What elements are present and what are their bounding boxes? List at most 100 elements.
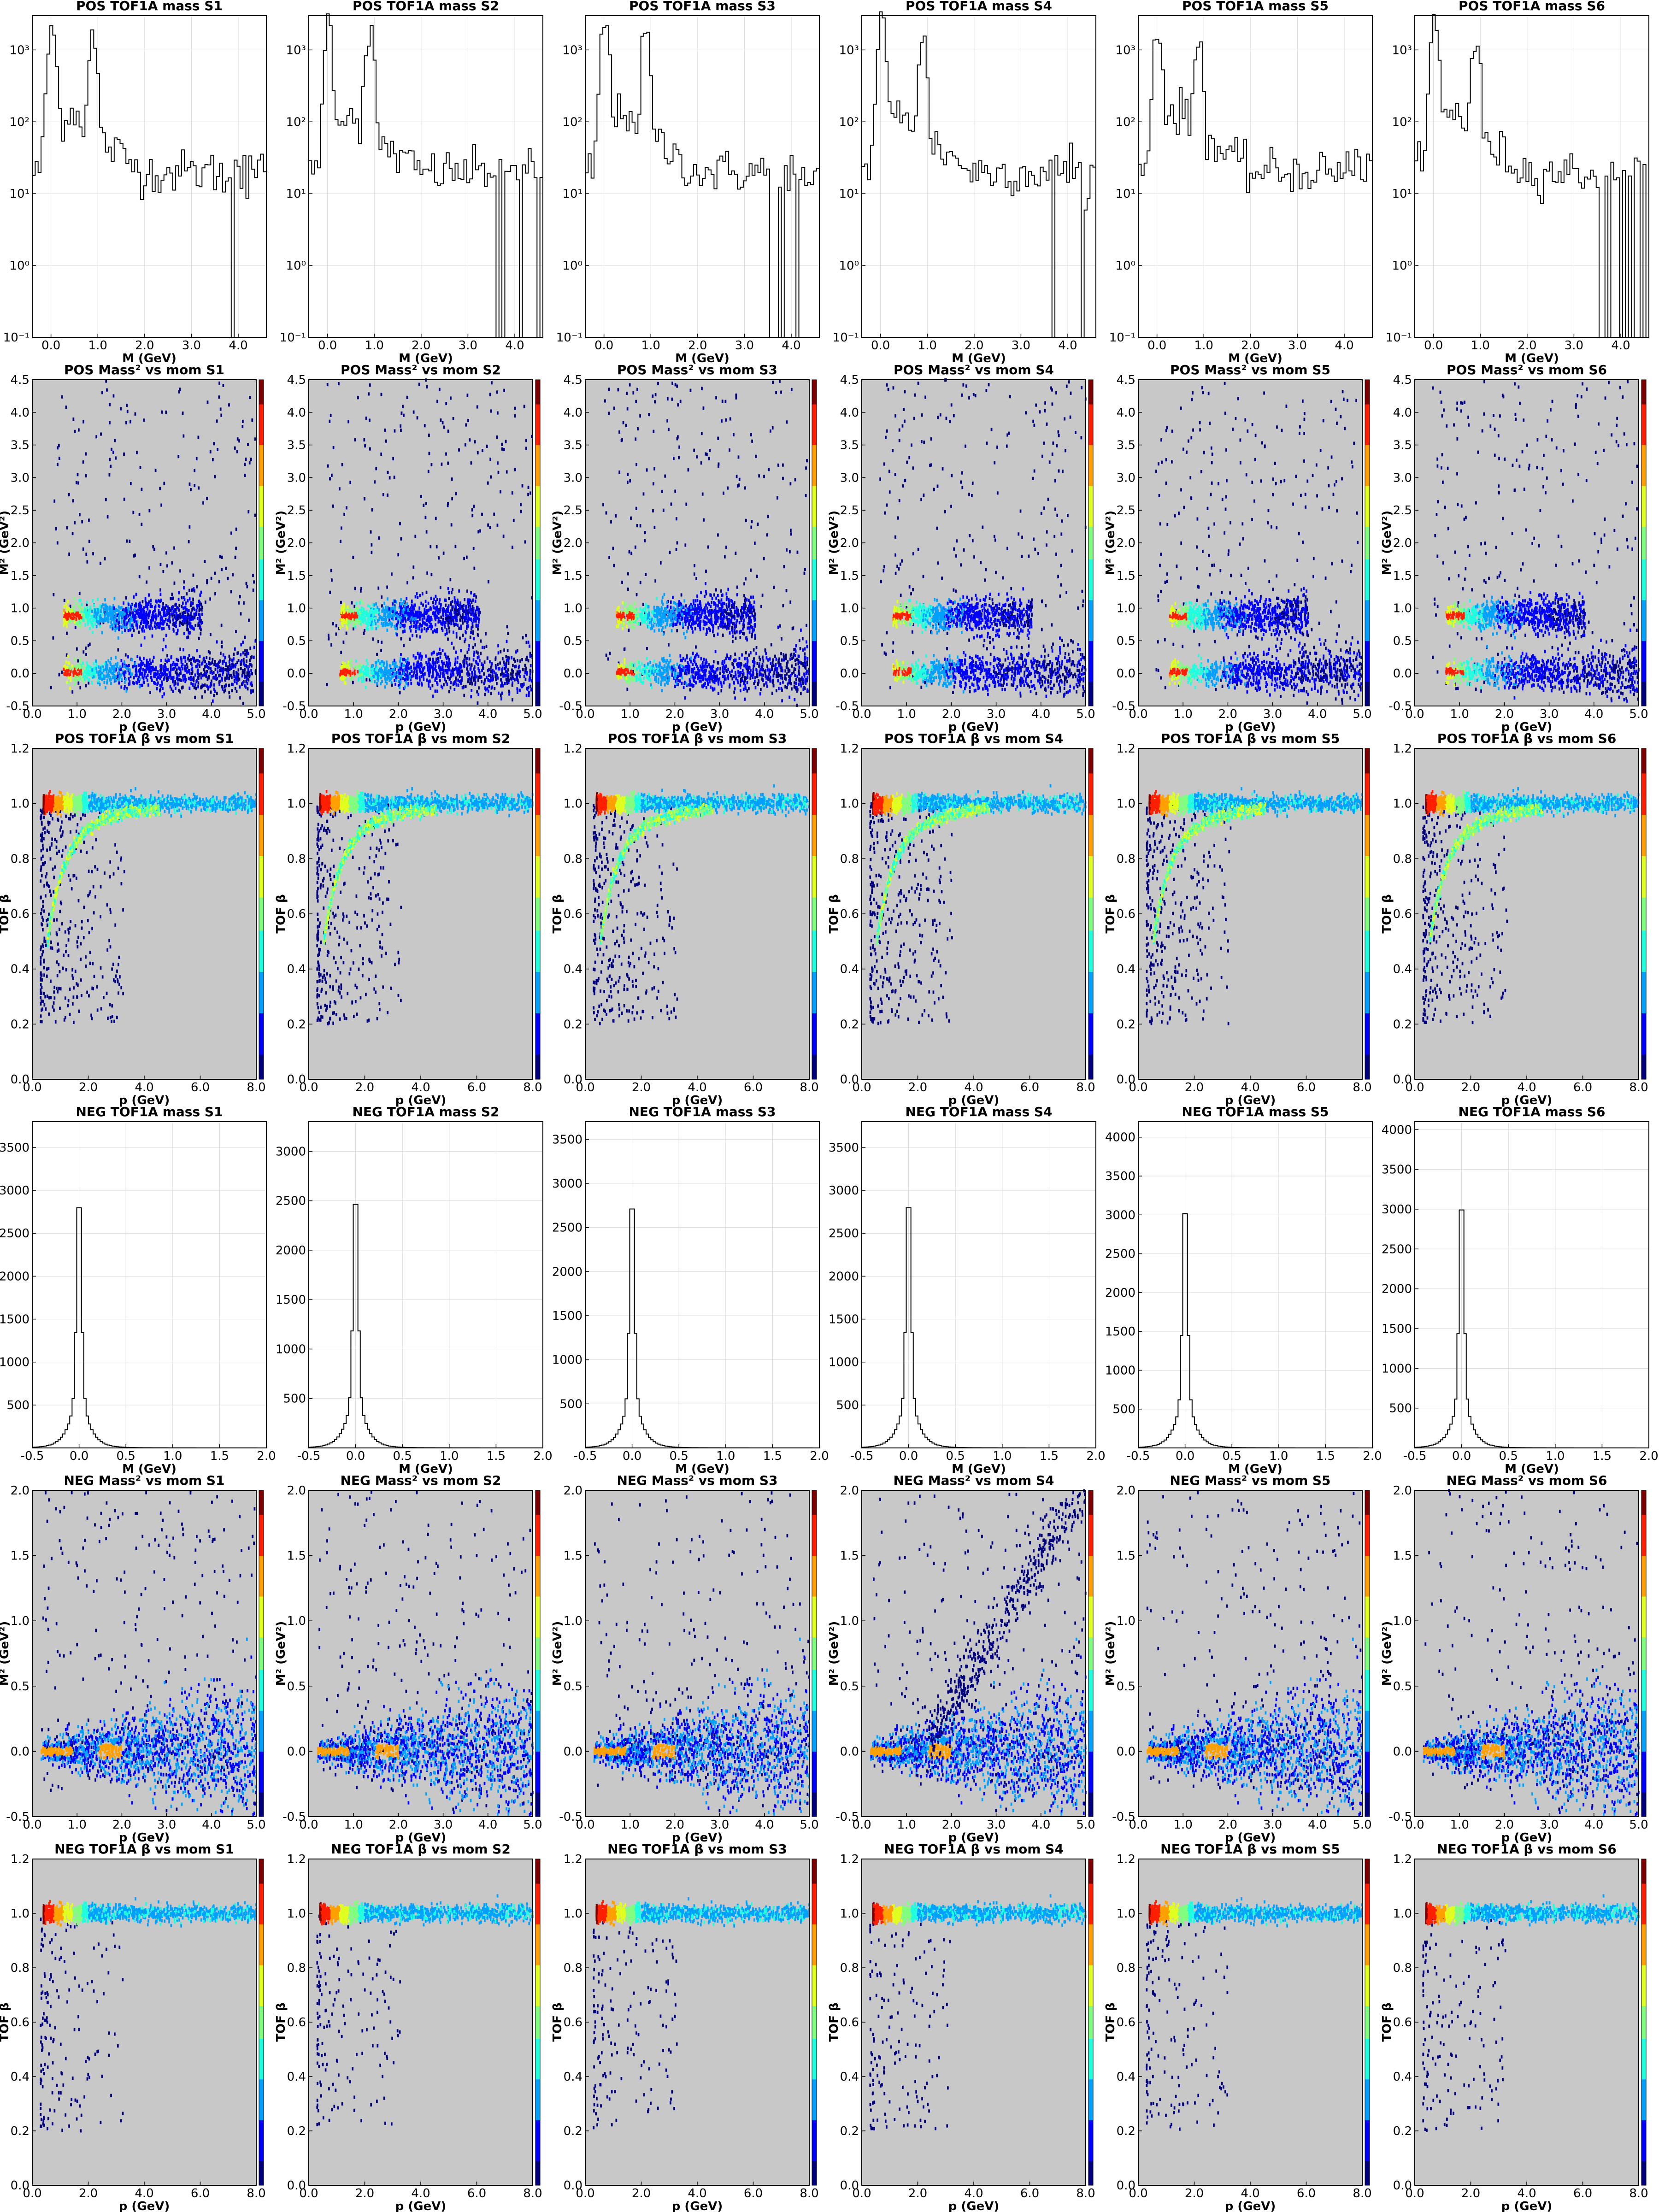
heatmap-cell bbox=[641, 662, 643, 665]
heatmap-cell bbox=[178, 624, 181, 627]
heatmap-cell bbox=[195, 680, 198, 683]
heatmap-cell bbox=[396, 611, 398, 615]
heatmap-cell bbox=[432, 600, 434, 604]
heatmap-cell bbox=[512, 673, 514, 677]
heatmap-cell bbox=[453, 673, 455, 677]
heatmap-cell bbox=[186, 623, 188, 627]
heatmap-cell bbox=[194, 673, 196, 677]
colorbar-step bbox=[535, 681, 540, 690]
heatmap-cell bbox=[76, 676, 78, 680]
heatmap-cell bbox=[497, 461, 499, 465]
heatmap-cell bbox=[236, 450, 238, 453]
heatmap-cell bbox=[127, 665, 129, 669]
heatmap-cell bbox=[117, 661, 119, 665]
heatmap-cell bbox=[342, 677, 344, 681]
heatmap-cell bbox=[400, 537, 402, 541]
heatmap-cell bbox=[80, 616, 82, 620]
heatmap-cell bbox=[136, 620, 139, 624]
heatmap-cell bbox=[669, 551, 671, 554]
heatmap-cell bbox=[410, 610, 412, 614]
heatmap-cell bbox=[206, 684, 208, 688]
heatmap-cell bbox=[519, 659, 521, 663]
heatmap-cell bbox=[481, 662, 483, 666]
heatmap-cell bbox=[389, 621, 391, 625]
heatmap-cell bbox=[144, 597, 147, 600]
heatmap-cell bbox=[453, 624, 455, 627]
heatmap-cell bbox=[646, 647, 648, 651]
heatmap-cell bbox=[524, 668, 527, 672]
heatmap-cell bbox=[694, 610, 696, 613]
heatmap-cell bbox=[459, 675, 461, 678]
heatmap-cell bbox=[389, 669, 391, 673]
heatmap-cell bbox=[646, 468, 648, 472]
axes-frame bbox=[308, 15, 543, 338]
heatmap-cell bbox=[403, 617, 405, 621]
heatmap-cell bbox=[436, 597, 438, 601]
heatmap-cell bbox=[74, 626, 76, 629]
heatmap-cell bbox=[411, 675, 413, 678]
heatmap-cell bbox=[400, 637, 402, 641]
heatmap-cell bbox=[409, 676, 412, 679]
x-tick-label: 3.0 bbox=[1565, 339, 1583, 353]
heatmap-cell bbox=[427, 661, 429, 665]
heatmap-cell bbox=[142, 625, 144, 629]
heatmap-cell bbox=[517, 659, 518, 663]
heatmap-cell bbox=[386, 585, 388, 589]
heatmap-cell bbox=[219, 669, 221, 672]
heatmap-cell bbox=[177, 617, 180, 620]
histogram-series bbox=[585, 25, 819, 338]
heatmap-cell bbox=[471, 508, 473, 512]
heatmap-cell bbox=[148, 612, 150, 616]
heatmap-cell bbox=[400, 424, 402, 428]
heatmap-cell bbox=[233, 675, 235, 678]
heatmap-cell bbox=[420, 675, 423, 678]
y-tick-label: 10⁰ bbox=[286, 259, 306, 273]
heatmap-cell bbox=[84, 666, 87, 670]
heatmap-cell bbox=[406, 610, 409, 614]
heatmap-cell bbox=[73, 610, 75, 614]
heatmap-cell bbox=[374, 680, 376, 683]
heatmap-cell bbox=[390, 615, 393, 618]
heatmap-cell bbox=[340, 677, 342, 680]
heatmap-cell bbox=[125, 664, 128, 668]
heatmap-cells bbox=[602, 379, 810, 707]
panel-title: POS Mass² vs mom S3 bbox=[617, 362, 777, 377]
heatmap-cell bbox=[221, 555, 223, 559]
heatmap-cell bbox=[401, 663, 403, 666]
heatmap-cell bbox=[459, 614, 462, 618]
heatmap-cell bbox=[345, 616, 347, 620]
heatmap-cell bbox=[473, 612, 475, 616]
heatmap-cell bbox=[76, 666, 78, 670]
heatmap-cell bbox=[368, 675, 371, 679]
heatmap-cell bbox=[505, 677, 507, 681]
histogram-series bbox=[1138, 39, 1372, 337]
heatmap-cell bbox=[374, 609, 377, 612]
heatmap-cell bbox=[437, 620, 440, 624]
heatmap-cell bbox=[142, 680, 145, 684]
heatmap-cell bbox=[363, 610, 365, 614]
colorbar-step bbox=[535, 665, 540, 674]
heatmap-cell bbox=[81, 603, 83, 606]
heatmap-cell bbox=[427, 626, 429, 630]
heatmap-cell bbox=[735, 551, 737, 555]
heatmap-cell bbox=[430, 463, 433, 466]
heatmap-cell bbox=[379, 661, 381, 665]
heatmap-cell bbox=[157, 670, 159, 674]
heatmap-cell bbox=[695, 577, 697, 580]
heatmap-cell bbox=[443, 425, 445, 429]
heatmap-cell bbox=[240, 643, 242, 647]
heatmap-cell bbox=[448, 597, 450, 600]
x-tick-label: 4.0 bbox=[505, 339, 524, 353]
heatmap-cell bbox=[218, 395, 220, 399]
heatmap-cell bbox=[91, 673, 93, 677]
heatmap-cell bbox=[348, 666, 350, 670]
heatmap-cell bbox=[767, 515, 769, 518]
colorbar-step bbox=[259, 641, 264, 649]
heatmap-cell bbox=[617, 388, 619, 392]
heatmap-cell bbox=[176, 614, 178, 618]
heatmap-cell bbox=[371, 551, 373, 554]
heatmap-cell bbox=[438, 652, 440, 655]
heatmap-cell bbox=[159, 605, 161, 608]
heatmap-cell bbox=[448, 591, 450, 594]
heatmap-cell bbox=[608, 388, 610, 391]
